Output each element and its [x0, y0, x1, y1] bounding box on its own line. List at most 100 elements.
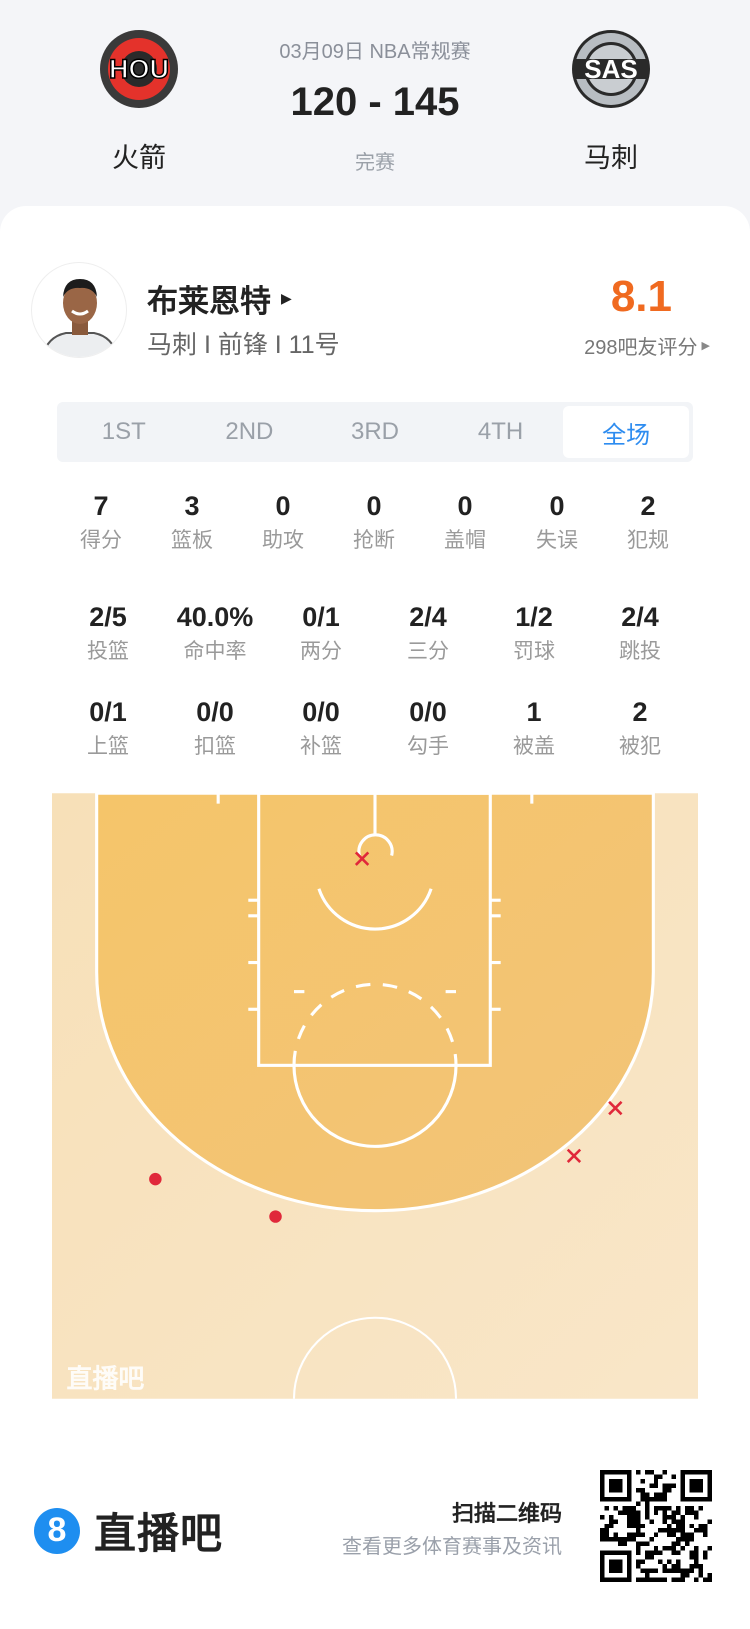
shot-chart-court: 直播吧	[52, 793, 698, 1399]
stat-row1-item: 7 得分	[80, 490, 122, 556]
stat-label: 被犯	[619, 735, 661, 758]
tab-full-game[interactable]: 全场	[563, 406, 689, 458]
stat-value: 0/0	[409, 697, 447, 727]
away-team[interactable]: SAS	[571, 29, 651, 114]
stat-row1-item: 3 篮板	[171, 490, 213, 556]
stat-value: 3	[184, 491, 200, 521]
home-team[interactable]: HOU	[99, 29, 179, 114]
stat-row1-item: 2 犯规	[627, 490, 669, 556]
brand-name: 直播吧	[94, 1510, 224, 1557]
brand-badge-icon: 8	[34, 1507, 80, 1554]
rim-arc	[357, 833, 394, 856]
stat-row2-item: 2/4 跳投	[619, 601, 661, 667]
shot-missed-marker	[608, 1100, 623, 1116]
player-name-link[interactable]: 布莱恩特 ▶	[147, 276, 292, 321]
shot-made-marker	[269, 1210, 282, 1223]
tab-4th[interactable]: 4TH	[477, 418, 524, 445]
shot-made-marker	[149, 1172, 162, 1186]
stat-value: 0	[457, 491, 473, 521]
home-team-name: 火箭	[112, 143, 166, 173]
stat-value: 2	[632, 697, 648, 727]
match-score: 120 - 145	[290, 80, 460, 124]
player-photo	[41, 279, 119, 357]
rating-count-link[interactable]: 298吧友评分 ▶	[584, 331, 710, 360]
svg-text:HOU: HOU	[109, 54, 169, 84]
stat-row2-item: 40.0% 命中率	[177, 601, 254, 667]
stat-label: 篮板	[171, 529, 213, 552]
scan-subtitle: 查看更多体育赛事及资讯	[342, 1536, 562, 1558]
stat-row3-item: 1 被盖	[513, 696, 555, 762]
stat-label: 得分	[80, 529, 122, 552]
hou-team-logo: HOU	[100, 30, 178, 108]
stat-row3-item: 0/0 补篮	[300, 696, 342, 762]
stat-label: 抢断	[353, 529, 395, 552]
stat-value: 2/4	[621, 602, 659, 632]
stat-label: 跳投	[619, 640, 661, 663]
stat-value: 0	[549, 491, 565, 521]
stat-label: 助攻	[262, 529, 304, 552]
shot-missed-marker	[354, 851, 370, 866]
sas-team-logo: SAS	[572, 30, 650, 108]
stat-row1-item: 0 助攻	[262, 490, 304, 556]
tab-3rd[interactable]: 3RD	[350, 418, 399, 445]
stat-value: 0	[275, 491, 291, 521]
stat-label: 勾手	[407, 735, 449, 758]
stat-label: 投篮	[87, 640, 129, 663]
stat-label: 三分	[407, 640, 449, 663]
brand-logo: 8 直播吧	[34, 1500, 223, 1561]
three-point-area	[95, 793, 655, 1213]
stat-row1-item: 0 失误	[536, 490, 578, 556]
stat-label: 补篮	[300, 735, 342, 758]
paint-lane	[257, 793, 492, 1067]
scan-title: 扫描二维码	[451, 1501, 562, 1526]
away-team-name: 马刺	[584, 143, 638, 173]
stat-label: 被盖	[513, 735, 555, 758]
free-throw-circle-bottom	[292, 1065, 458, 1148]
stat-value: 0	[366, 491, 382, 521]
player-avatar[interactable]	[31, 262, 127, 358]
tab-1st[interactable]: 1ST	[101, 418, 146, 445]
svg-text:SAS: SAS	[584, 54, 637, 84]
stat-value: 2	[640, 491, 656, 521]
stat-label: 失误	[536, 529, 578, 552]
stat-label: 两分	[300, 640, 342, 663]
shot-missed-marker	[566, 1148, 582, 1163]
free-throw-circle-top	[292, 982, 458, 1066]
qr-code[interactable]	[600, 1470, 712, 1582]
period-tabs: 1ST 2ND 3RD 4TH 全场	[57, 402, 693, 462]
stat-row3-item: 2 被犯	[619, 696, 661, 762]
stat-value: 7	[93, 491, 109, 521]
stat-value: 40.0%	[176, 602, 254, 632]
rating-count: 298吧友评分	[584, 337, 698, 359]
court-watermark: 直播吧	[67, 1363, 145, 1393]
stat-row3-item: 0/0 勾手	[407, 696, 449, 762]
stat-row2-item: 1/2 罚球	[513, 601, 555, 667]
stat-row3-item: 0/0 扣篮	[194, 696, 236, 762]
stat-value: 0/1	[89, 697, 127, 727]
restricted-area	[317, 888, 433, 931]
stat-value: 0/1	[302, 602, 340, 632]
center-circle	[292, 1316, 458, 1399]
stat-label: 犯规	[627, 529, 669, 552]
stat-value: 2/4	[409, 602, 447, 632]
player-name: 布莱恩特	[147, 284, 271, 319]
tab-2nd[interactable]: 2ND	[225, 418, 274, 445]
stat-label: 上篮	[87, 735, 129, 758]
stat-row3-item: 0/1 上篮	[87, 696, 129, 762]
stat-value: 0/0	[196, 697, 234, 727]
stat-label: 罚球	[513, 640, 555, 663]
stat-row2-item: 2/4 三分	[407, 601, 449, 667]
stat-label: 命中率	[183, 640, 247, 663]
stat-row1-item: 0 抢断	[353, 490, 395, 556]
caret-right-icon: ▶	[281, 290, 292, 306]
stat-label: 盖帽	[444, 529, 486, 552]
stat-label: 扣篮	[194, 735, 236, 758]
stat-row1-item: 0 盖帽	[444, 490, 486, 556]
stat-row2-item: 0/1 两分	[300, 601, 342, 667]
player-rating: 8.1	[610, 272, 672, 321]
stat-row2-item: 2/5 投篮	[87, 601, 129, 667]
stat-value: 2/5	[89, 602, 127, 632]
stat-value: 1/2	[515, 602, 553, 632]
caret-right-icon: ▶	[701, 340, 710, 352]
match-date-league: 03月09日 NBA常规赛	[279, 41, 471, 63]
